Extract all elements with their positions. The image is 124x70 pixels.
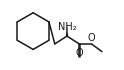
- Text: O: O: [75, 48, 83, 58]
- Text: NH₂: NH₂: [58, 22, 76, 32]
- Polygon shape: [66, 23, 68, 36]
- Text: O: O: [88, 33, 95, 43]
